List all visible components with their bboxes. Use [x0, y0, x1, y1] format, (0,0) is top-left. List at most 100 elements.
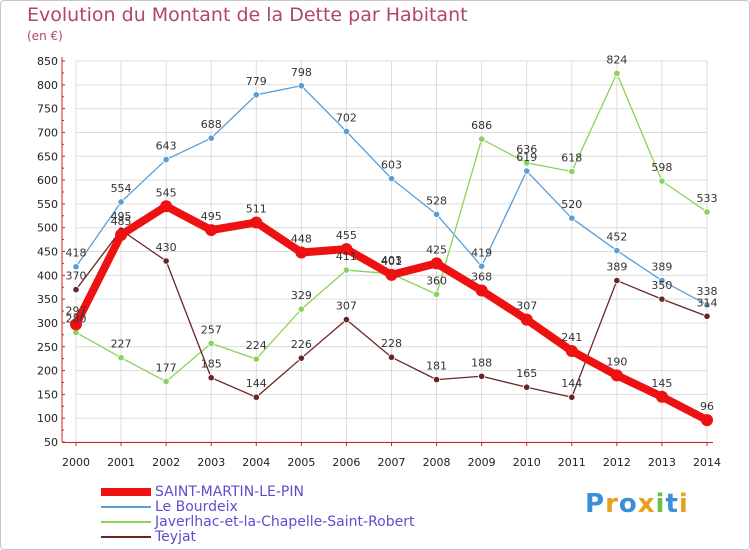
x-tick-label: 2003	[197, 456, 225, 469]
data-label: 528	[426, 194, 447, 207]
series-le-bourdeix	[72, 82, 711, 309]
data-point	[72, 263, 80, 271]
data-label: 181	[426, 360, 447, 373]
series-layer	[70, 69, 713, 427]
legend-item: Le Bourdeix	[101, 499, 521, 515]
data-label: 425	[426, 243, 447, 256]
data-point	[430, 257, 443, 270]
data-point	[432, 210, 441, 218]
y-tick-label: 300	[37, 317, 58, 330]
data-label: 241	[561, 331, 582, 344]
data-point	[297, 82, 305, 90]
x-tick-label: 2014	[693, 456, 721, 469]
data-label: 190	[606, 355, 627, 368]
data-label: 401	[381, 255, 402, 268]
legend-item: Javerlhac-et-la-Chapelle-Saint-Robert	[101, 514, 521, 530]
data-point	[297, 305, 305, 313]
data-point	[478, 262, 486, 270]
x-tick-label: 2007	[378, 456, 406, 469]
legend-swatch	[101, 506, 151, 508]
x-tick-label: 2009	[468, 456, 496, 469]
data-point	[613, 69, 621, 77]
x-tick-label: 2008	[423, 456, 451, 469]
data-label: 297	[66, 304, 87, 317]
data-point	[703, 301, 711, 309]
x-tick-label: 2002	[152, 456, 180, 469]
data-point	[658, 177, 666, 185]
data-label: 520	[561, 198, 582, 211]
data-label: 779	[246, 75, 267, 88]
data-point	[162, 155, 170, 164]
logo-letter: x	[637, 489, 656, 519]
x-tick-label: 2012	[603, 456, 631, 469]
y-tick-label: 400	[37, 269, 58, 282]
data-label: 307	[516, 300, 537, 313]
chart-title: Evolution du Montant de la Dette par Hab…	[27, 4, 468, 26]
data-label: 227	[111, 338, 132, 351]
data-label: 798	[291, 66, 312, 79]
legend-label: Javerlhac-et-la-Chapelle-Saint-Robert	[155, 514, 415, 530]
data-point	[432, 376, 441, 384]
data-label: 430	[156, 241, 177, 254]
y-tick-label: 150	[37, 388, 58, 401]
data-point	[117, 354, 125, 362]
y-tick-label: 500	[37, 222, 58, 235]
data-label: 329	[291, 289, 312, 302]
data-point	[520, 313, 533, 326]
legend-label: SAINT-MARTIN-LE-PIN	[155, 484, 304, 500]
x-tick-label: 2013	[648, 456, 676, 469]
data-point	[565, 345, 578, 358]
data-point	[613, 246, 621, 255]
data-point	[70, 318, 82, 331]
data-point	[703, 312, 711, 320]
axis-layer: 50 100 150 200 250 300 350 400 450 500 550 600 650 70…	[37, 55, 721, 469]
data-label: 96	[700, 400, 714, 413]
data-label: 411	[336, 250, 357, 263]
data-point	[252, 393, 260, 401]
data-label: 165	[516, 367, 537, 380]
logo-letter: i	[678, 489, 689, 519]
data-point	[205, 224, 218, 237]
y-tick-label: 600	[37, 174, 58, 187]
data-label: 636	[516, 143, 537, 156]
legend-label: Teyjat	[155, 529, 197, 545]
series-teyjat	[72, 226, 711, 401]
data-point	[387, 175, 396, 183]
data-point	[658, 295, 666, 303]
logo-letter: t	[665, 489, 679, 519]
data-point	[432, 290, 441, 298]
series-javerlhac-et-la-chapelle-saint-robert	[72, 69, 711, 386]
proxiti-logo: Proxiti	[585, 489, 689, 519]
logo-letter: r	[605, 489, 619, 519]
chart-legend: SAINT-MARTIN-LE-PIN Le Bourdeix Javerlhac-…	[101, 484, 521, 545]
data-label: 688	[201, 118, 222, 131]
data-label: 554	[111, 182, 132, 195]
data-label: 598	[651, 161, 672, 174]
y-tick-label: 550	[37, 198, 58, 211]
logo-letter: i	[655, 489, 666, 519]
data-point	[162, 377, 170, 386]
x-tick-label: 2004	[242, 456, 270, 469]
legend-swatch	[101, 521, 151, 523]
data-label: 389	[606, 261, 627, 274]
data-label: 618	[561, 151, 582, 164]
x-tick-label: 2006	[332, 456, 360, 469]
data-point	[478, 135, 486, 143]
y-tick-label: 850	[37, 55, 58, 68]
y-tick-label: 750	[37, 103, 58, 116]
data-label: 224	[246, 339, 267, 352]
data-point	[117, 198, 125, 206]
data-point	[701, 414, 713, 427]
data-point	[252, 355, 260, 363]
data-point	[568, 214, 576, 222]
y-tick-label: 50	[44, 436, 58, 449]
data-label: 145	[651, 377, 672, 390]
data-point	[342, 266, 351, 274]
legend-swatch	[101, 488, 151, 496]
data-label: 314	[697, 296, 718, 309]
data-point	[658, 276, 666, 285]
data-point	[72, 285, 80, 294]
logo-letter: o	[618, 489, 638, 519]
data-point	[655, 390, 668, 403]
